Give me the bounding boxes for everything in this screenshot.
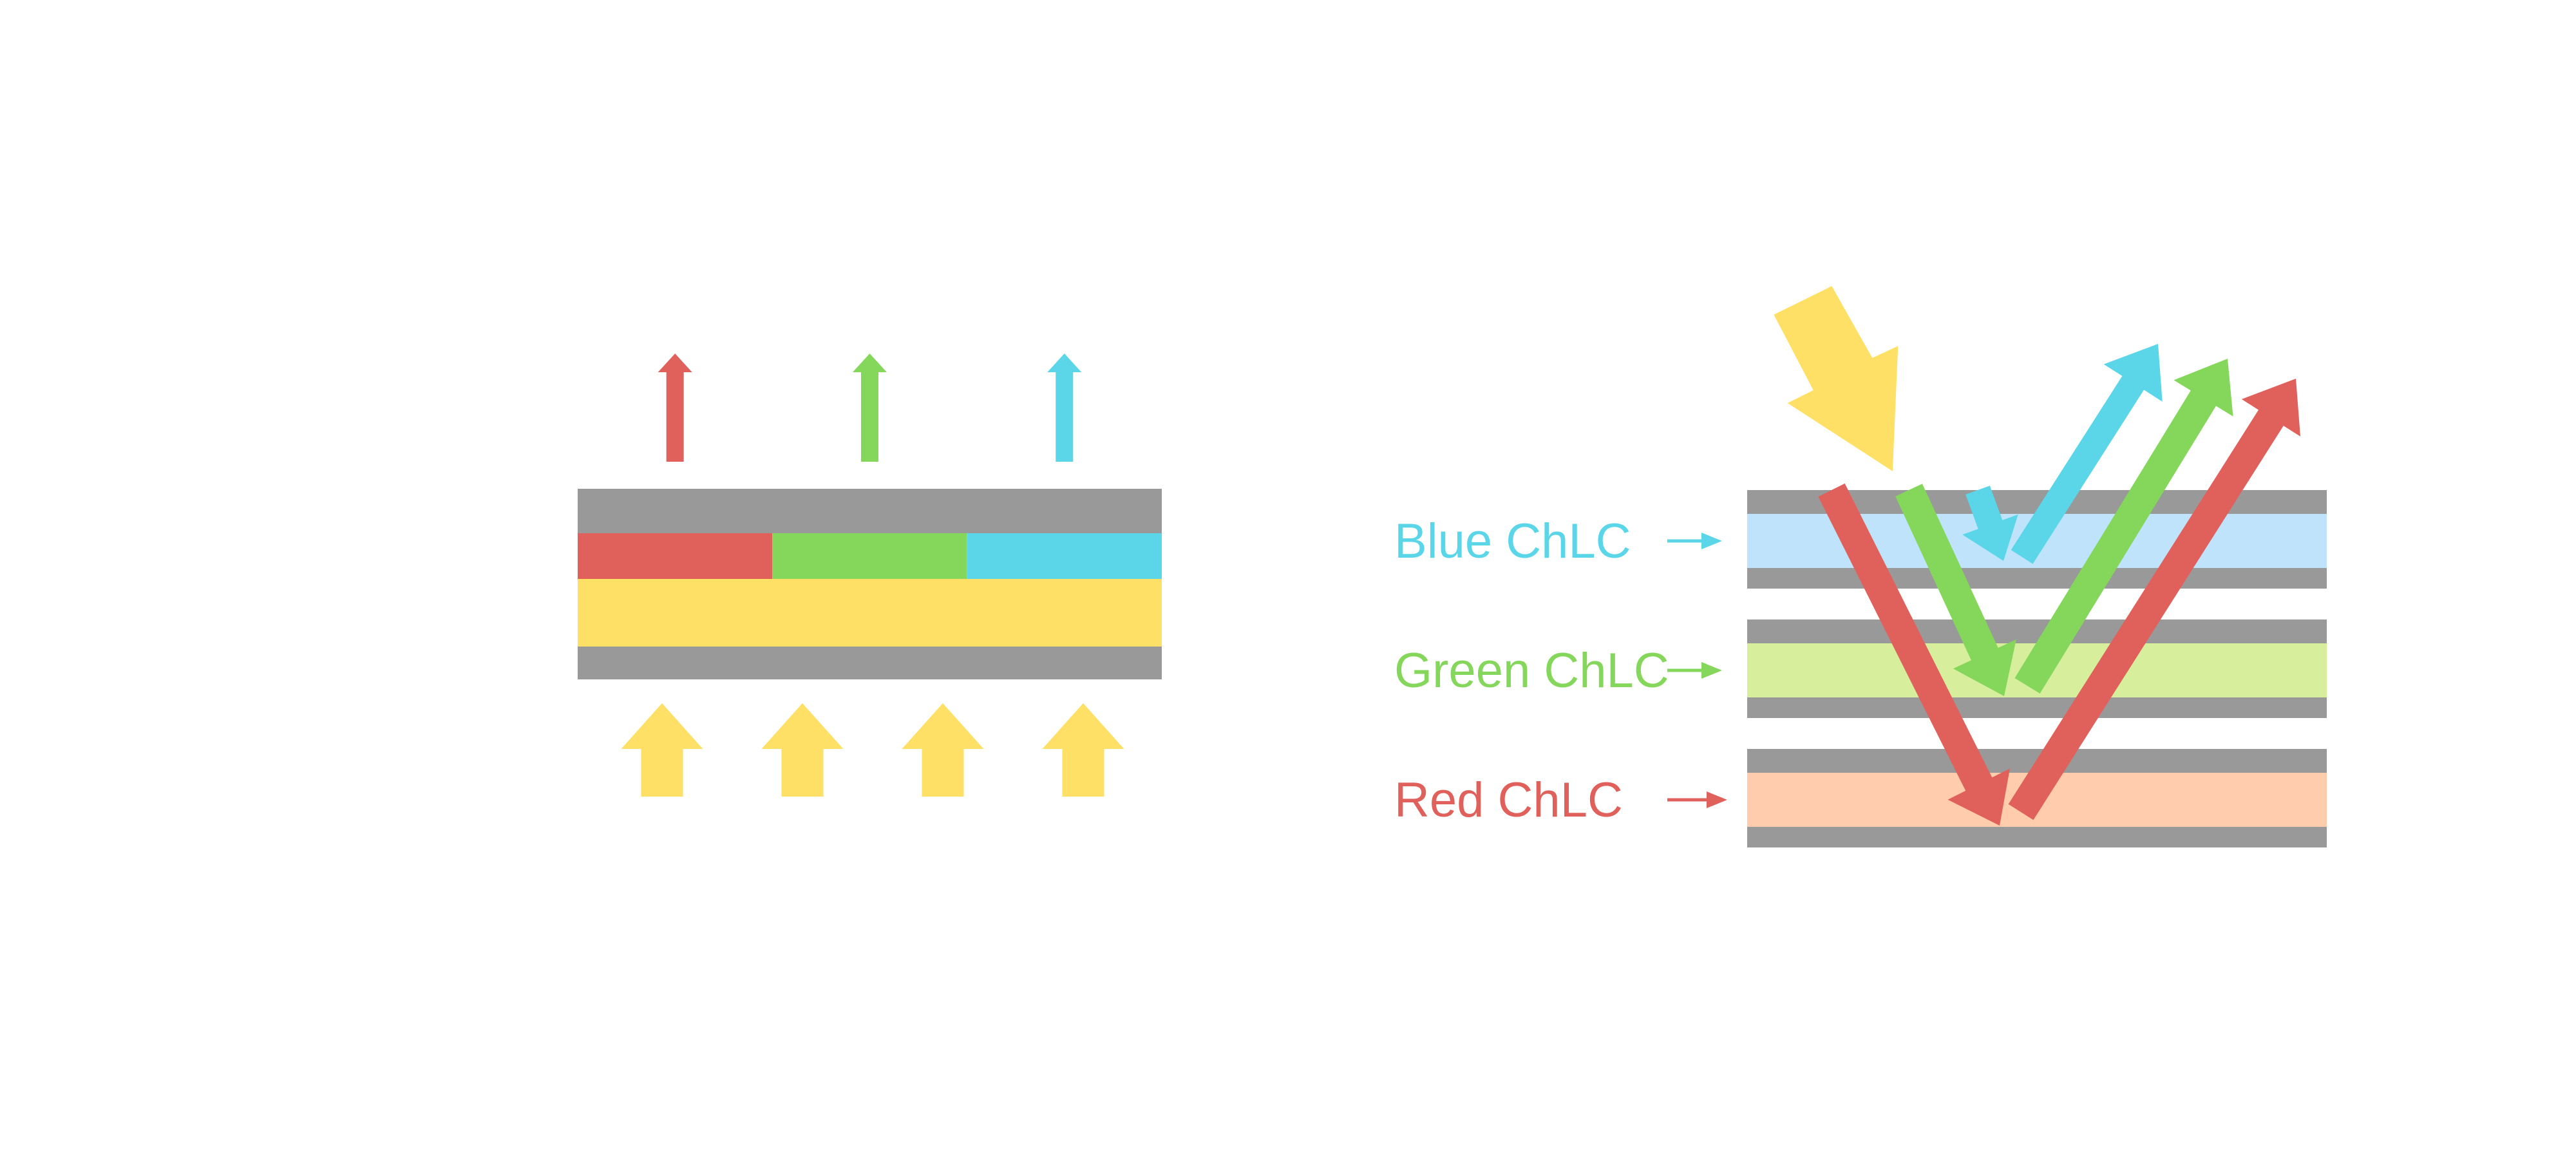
svg-text:Red ChLC: Red ChLC [1394,773,1623,828]
svg-text:Blue ChLC: Blue ChLC [1394,514,1631,569]
svg-text:Green ChLC: Green ChLC [1394,643,1669,698]
